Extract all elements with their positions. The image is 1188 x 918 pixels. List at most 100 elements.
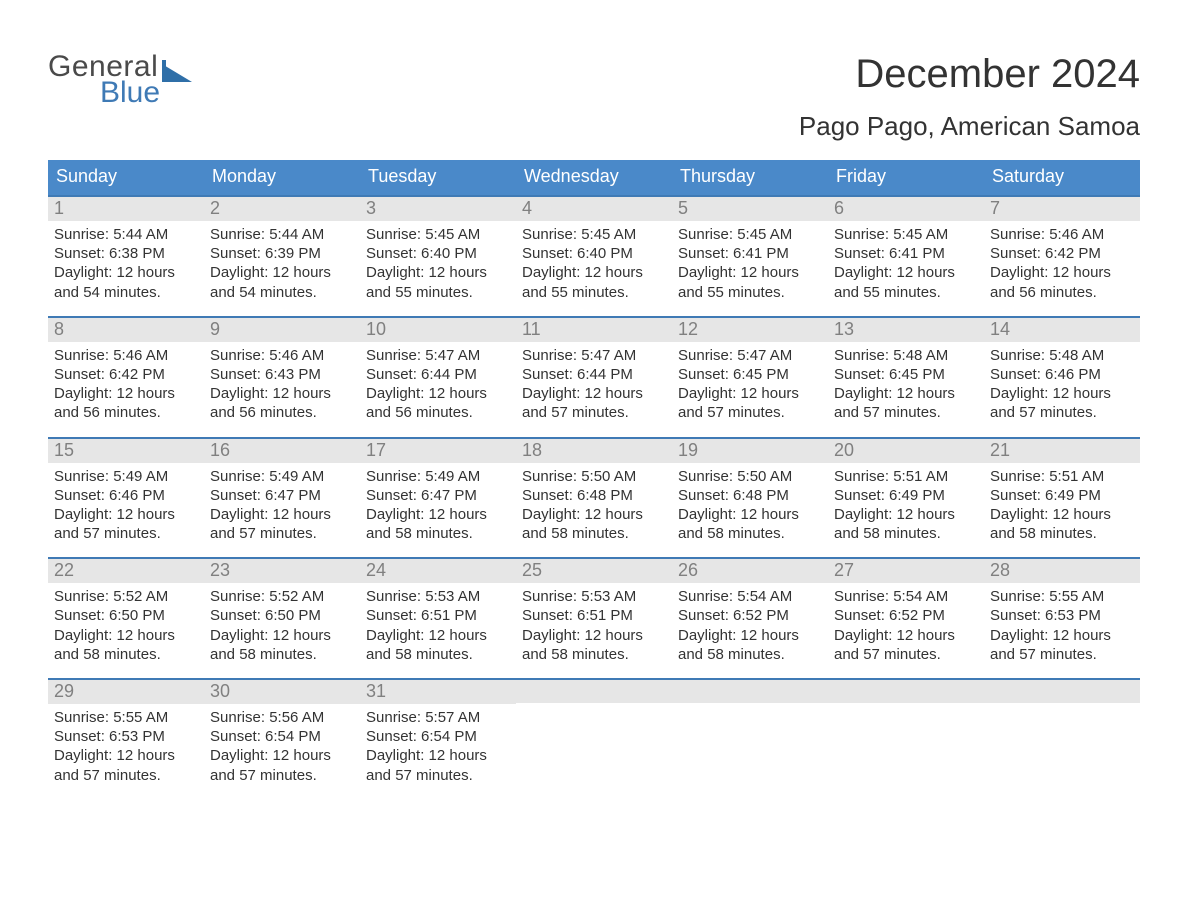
daylight-line: Daylight: 12 hours and 54 minutes.: [54, 263, 198, 301]
day-number: 7: [984, 197, 1140, 221]
sunrise-line: Sunrise: 5:47 AM: [678, 346, 822, 365]
day-body: Sunrise: 5:50 AMSunset: 6:48 PMDaylight:…: [672, 463, 828, 544]
sunset-line: Sunset: 6:44 PM: [522, 365, 666, 384]
sunrise-line: Sunrise: 5:48 AM: [834, 346, 978, 365]
daylight-line: Daylight: 12 hours and 57 minutes.: [366, 746, 510, 784]
day-number: 5: [672, 197, 828, 221]
sunset-line: Sunset: 6:41 PM: [678, 244, 822, 263]
day-body: Sunrise: 5:54 AMSunset: 6:52 PMDaylight:…: [672, 583, 828, 664]
calendar-week: 8Sunrise: 5:46 AMSunset: 6:42 PMDaylight…: [48, 316, 1140, 423]
calendar-day: 29Sunrise: 5:55 AMSunset: 6:53 PMDayligh…: [48, 680, 204, 785]
sunrise-line: Sunrise: 5:46 AM: [990, 225, 1134, 244]
calendar-day: [516, 680, 672, 785]
sunrise-line: Sunrise: 5:49 AM: [54, 467, 198, 486]
day-body: Sunrise: 5:49 AMSunset: 6:47 PMDaylight:…: [204, 463, 360, 544]
day-body: Sunrise: 5:55 AMSunset: 6:53 PMDaylight:…: [48, 704, 204, 785]
day-number: 15: [48, 439, 204, 463]
day-number: 27: [828, 559, 984, 583]
calendar-day: 12Sunrise: 5:47 AMSunset: 6:45 PMDayligh…: [672, 318, 828, 423]
sunrise-line: Sunrise: 5:46 AM: [210, 346, 354, 365]
day-body: Sunrise: 5:48 AMSunset: 6:46 PMDaylight:…: [984, 342, 1140, 423]
day-number: 28: [984, 559, 1140, 583]
daylight-line: Daylight: 12 hours and 58 minutes.: [54, 626, 198, 664]
sunset-line: Sunset: 6:44 PM: [366, 365, 510, 384]
calendar-day: [984, 680, 1140, 785]
day-number: 13: [828, 318, 984, 342]
day-number: 24: [360, 559, 516, 583]
sunset-line: Sunset: 6:50 PM: [54, 606, 198, 625]
daylight-line: Daylight: 12 hours and 55 minutes.: [678, 263, 822, 301]
calendar-day: 26Sunrise: 5:54 AMSunset: 6:52 PMDayligh…: [672, 559, 828, 664]
day-number: 17: [360, 439, 516, 463]
calendar-week: 15Sunrise: 5:49 AMSunset: 6:46 PMDayligh…: [48, 437, 1140, 544]
day-body: Sunrise: 5:46 AMSunset: 6:42 PMDaylight:…: [984, 221, 1140, 302]
calendar-day: 24Sunrise: 5:53 AMSunset: 6:51 PMDayligh…: [360, 559, 516, 664]
sunrise-line: Sunrise: 5:52 AM: [54, 587, 198, 606]
sunrise-line: Sunrise: 5:50 AM: [522, 467, 666, 486]
brand-word-blue: Blue: [100, 78, 192, 108]
calendar-day: 28Sunrise: 5:55 AMSunset: 6:53 PMDayligh…: [984, 559, 1140, 664]
location-title: Pago Pago, American Samoa: [799, 111, 1140, 142]
daylight-line: Daylight: 12 hours and 58 minutes.: [366, 626, 510, 664]
day-body: Sunrise: 5:45 AMSunset: 6:41 PMDaylight:…: [672, 221, 828, 302]
sunset-line: Sunset: 6:54 PM: [210, 727, 354, 746]
calendar-week: 22Sunrise: 5:52 AMSunset: 6:50 PMDayligh…: [48, 557, 1140, 664]
calendar-day: 5Sunrise: 5:45 AMSunset: 6:41 PMDaylight…: [672, 197, 828, 302]
calendar-week: 29Sunrise: 5:55 AMSunset: 6:53 PMDayligh…: [48, 678, 1140, 785]
day-number: 12: [672, 318, 828, 342]
day-number: 2: [204, 197, 360, 221]
day-number: 31: [360, 680, 516, 704]
weekday-label: Tuesday: [360, 160, 516, 195]
day-number: 3: [360, 197, 516, 221]
daylight-line: Daylight: 12 hours and 57 minutes.: [678, 384, 822, 422]
day-body: Sunrise: 5:44 AMSunset: 6:38 PMDaylight:…: [48, 221, 204, 302]
sunset-line: Sunset: 6:47 PM: [366, 486, 510, 505]
daylight-line: Daylight: 12 hours and 54 minutes.: [210, 263, 354, 301]
sunset-line: Sunset: 6:43 PM: [210, 365, 354, 384]
daylight-line: Daylight: 12 hours and 55 minutes.: [522, 263, 666, 301]
sunrise-line: Sunrise: 5:56 AM: [210, 708, 354, 727]
sunset-line: Sunset: 6:39 PM: [210, 244, 354, 263]
calendar-day: 11Sunrise: 5:47 AMSunset: 6:44 PMDayligh…: [516, 318, 672, 423]
daylight-line: Daylight: 12 hours and 58 minutes.: [366, 505, 510, 543]
sunrise-line: Sunrise: 5:46 AM: [54, 346, 198, 365]
calendar-day: 14Sunrise: 5:48 AMSunset: 6:46 PMDayligh…: [984, 318, 1140, 423]
calendar-day: [828, 680, 984, 785]
day-number: 16: [204, 439, 360, 463]
sunrise-line: Sunrise: 5:53 AM: [522, 587, 666, 606]
sunset-line: Sunset: 6:51 PM: [522, 606, 666, 625]
calendar-day: 22 Sunrise: 5:52 AMSunset: 6:50 PMDayligh…: [48, 559, 204, 664]
day-number: 22: [48, 559, 204, 583]
sunset-line: Sunset: 6:50 PM: [210, 606, 354, 625]
day-number: [516, 680, 672, 703]
daylight-line: Daylight: 12 hours and 56 minutes.: [366, 384, 510, 422]
sunrise-line: Sunrise: 5:50 AM: [678, 467, 822, 486]
month-title: December 2024: [799, 52, 1140, 97]
day-body: Sunrise: 5:51 AMSunset: 6:49 PMDaylight:…: [984, 463, 1140, 544]
calendar-day: 20Sunrise: 5:51 AMSunset: 6:49 PMDayligh…: [828, 439, 984, 544]
sunset-line: Sunset: 6:53 PM: [54, 727, 198, 746]
day-number: 25: [516, 559, 672, 583]
daylight-line: Daylight: 12 hours and 57 minutes.: [834, 384, 978, 422]
daylight-line: Daylight: 12 hours and 55 minutes.: [834, 263, 978, 301]
sunset-line: Sunset: 6:51 PM: [366, 606, 510, 625]
sunset-line: Sunset: 6:52 PM: [834, 606, 978, 625]
day-number: 20: [828, 439, 984, 463]
weekday-label: Thursday: [672, 160, 828, 195]
daylight-line: Daylight: 12 hours and 57 minutes.: [522, 384, 666, 422]
calendar-day: 7Sunrise: 5:46 AMSunset: 6:42 PMDaylight…: [984, 197, 1140, 302]
day-number: 26: [672, 559, 828, 583]
calendar-day: [672, 680, 828, 785]
sunset-line: Sunset: 6:40 PM: [522, 244, 666, 263]
sunrise-line: Sunrise: 5:57 AM: [366, 708, 510, 727]
daylight-line: Daylight: 12 hours and 58 minutes.: [522, 626, 666, 664]
day-number: 23: [204, 559, 360, 583]
daylight-line: Daylight: 12 hours and 58 minutes.: [210, 626, 354, 664]
sunrise-line: Sunrise: 5:48 AM: [990, 346, 1134, 365]
sunrise-line: Sunrise: 5:44 AM: [210, 225, 354, 244]
day-number: [828, 680, 984, 703]
day-body: Sunrise: 5:44 AMSunset: 6:39 PMDaylight:…: [204, 221, 360, 302]
daylight-line: Daylight: 12 hours and 56 minutes.: [990, 263, 1134, 301]
calendar-day: 15Sunrise: 5:49 AMSunset: 6:46 PMDayligh…: [48, 439, 204, 544]
day-body: Sunrise: 5:47 AMSunset: 6:44 PMDaylight:…: [360, 342, 516, 423]
